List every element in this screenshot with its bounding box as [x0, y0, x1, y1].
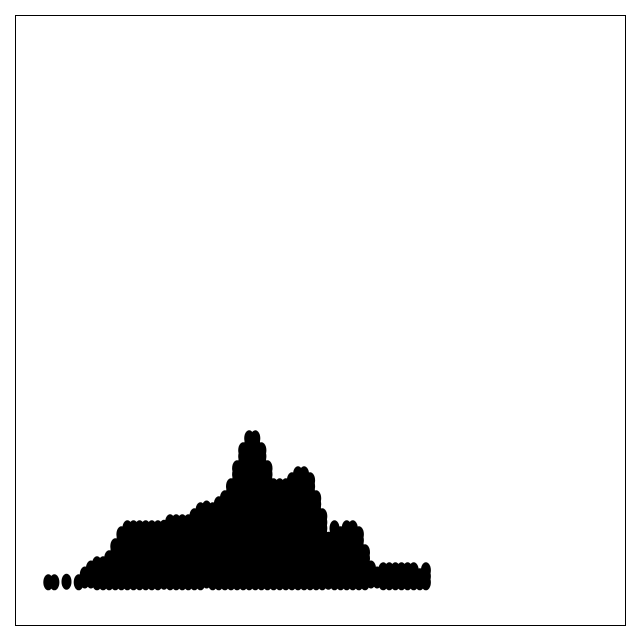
scatter-points — [43, 430, 431, 591]
scatter-point-592 — [353, 526, 364, 543]
scatter-point-598 — [360, 544, 370, 561]
scatter-point-626 — [420, 562, 431, 579]
scatter-point-364 — [256, 442, 267, 459]
scatter-point-2 — [61, 573, 72, 590]
plot-area-frame — [15, 15, 626, 626]
scatter-point-524 — [311, 490, 322, 507]
scatter-point-509 — [305, 472, 316, 489]
scatter-point-536 — [317, 508, 328, 525]
scatter-point-341 — [250, 430, 261, 447]
scatter-point-1 — [49, 574, 60, 591]
scatter-point-384 — [262, 460, 273, 477]
